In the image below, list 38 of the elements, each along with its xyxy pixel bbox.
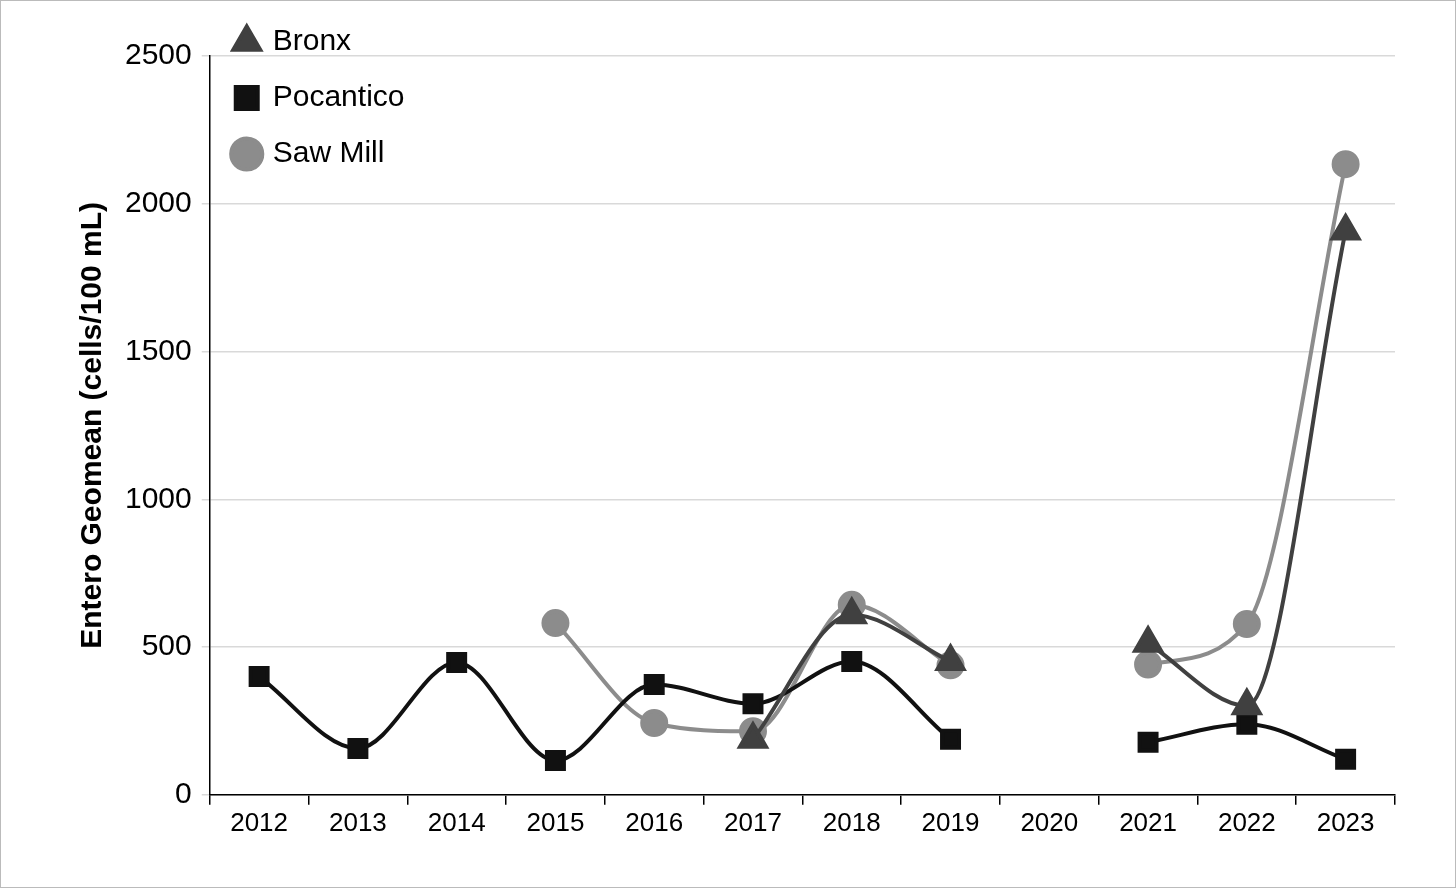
point <box>1137 731 1159 753</box>
x-tick-label: 2020 <box>1020 806 1079 837</box>
x-tick-label: 2013 <box>328 806 387 837</box>
point <box>940 728 962 750</box>
x-tick-label: 2015 <box>526 806 585 837</box>
y-tick-label: 0 <box>175 776 192 810</box>
x-tick-label: 2021 <box>1119 806 1177 837</box>
point <box>347 737 369 759</box>
y-axis-title: Entero Geomean (cells/100 mL) <box>74 201 108 649</box>
point <box>1331 150 1360 179</box>
y-tick-label: 2500 <box>124 37 192 71</box>
legend-label: Pocantico <box>272 79 405 113</box>
point <box>1335 748 1357 770</box>
y-tick-label: 500 <box>141 628 192 662</box>
x-tick-label: 2016 <box>625 806 684 837</box>
x-tick-label: 2023 <box>1316 806 1375 837</box>
point <box>446 651 468 673</box>
point <box>841 651 863 673</box>
x-tick-label: 2017 <box>724 806 782 837</box>
legend-label: Bronx <box>272 23 352 57</box>
x-tick-label: 2022 <box>1217 806 1276 837</box>
point <box>742 693 764 715</box>
x-tick-label: 2014 <box>427 806 486 837</box>
y-tick-label: 1500 <box>124 332 192 366</box>
point <box>643 674 665 696</box>
point <box>640 708 669 737</box>
x-tick-label: 2012 <box>230 806 289 837</box>
point <box>1236 713 1258 735</box>
point <box>1134 650 1163 679</box>
point <box>1232 609 1261 638</box>
point <box>544 750 566 772</box>
x-tick-label: 2019 <box>921 806 980 837</box>
point <box>541 609 570 638</box>
y-tick-label: 2000 <box>124 185 192 219</box>
x-tick-label: 2018 <box>822 806 881 837</box>
point <box>248 666 270 688</box>
legend-label: Saw Mill <box>272 135 385 169</box>
y-tick-label: 1000 <box>124 480 192 514</box>
